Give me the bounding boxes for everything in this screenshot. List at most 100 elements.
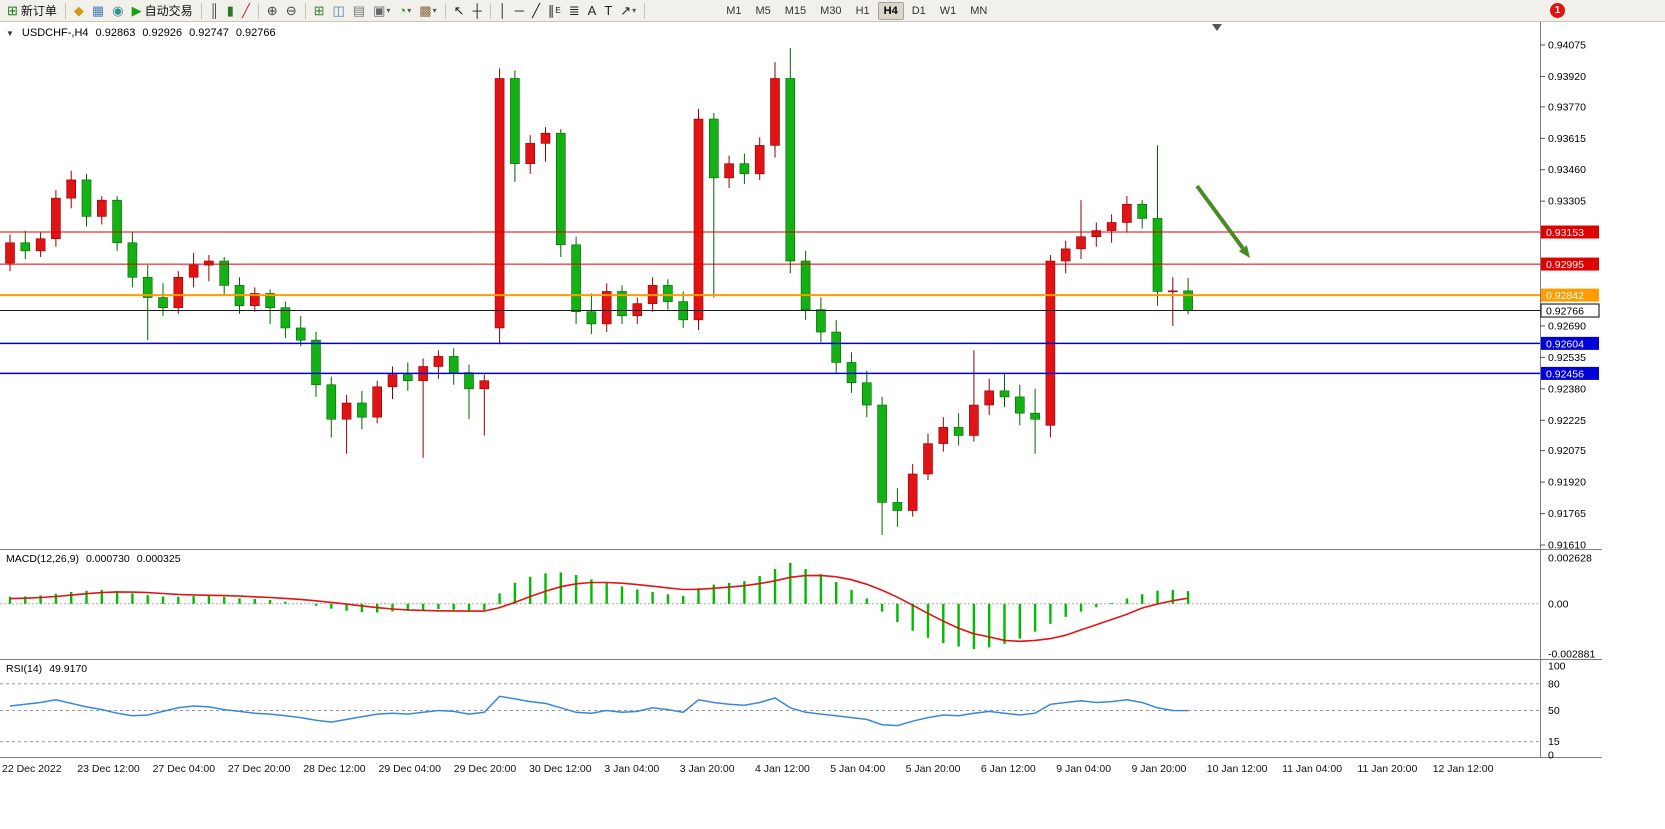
candle-body [1168, 290, 1178, 293]
new-order-button[interactable]: ⊞ 新订单 [4, 2, 60, 20]
vertical-line-icon[interactable]: │ [496, 2, 510, 20]
current-price-line-badge-text: 0.92766 [1546, 306, 1584, 318]
arrows-button-caret-icon: ▾ [632, 6, 637, 15]
crosshair-icon-glyph: ┼ [472, 3, 482, 18]
macd-axis-label: 0.002628 [1548, 553, 1592, 565]
candle-body [1091, 230, 1102, 237]
time-axis-label: 10 Jan 12:00 [1207, 763, 1268, 775]
trendline-icon-glyph: ╱ [532, 3, 540, 18]
price-axis-label: 0.92380 [1548, 383, 1586, 395]
time-axis-label: 23 Dec 12:00 [77, 763, 140, 775]
candle-body [219, 260, 229, 286]
candle-body [846, 362, 857, 384]
macd-axis-label: 0.00 [1548, 598, 1569, 610]
timeframe-h4-button[interactable]: H4 [877, 1, 904, 20]
price-axis-label: 0.93920 [1548, 71, 1586, 83]
time-axis-label: 30 Dec 12:00 [529, 763, 592, 775]
candle-body [464, 372, 474, 390]
trendline-icon[interactable]: ╱ [529, 2, 543, 20]
time-axis-label: 5 Jan 04:00 [830, 763, 885, 775]
equidistant-channel-icon-suffix: E [555, 6, 561, 15]
trend-arrow-head[interactable] [1238, 245, 1250, 258]
candle-body [953, 427, 964, 436]
cascade-windows-icon[interactable]: ▤ [350, 2, 368, 20]
candle-body [433, 356, 444, 367]
timeframe-m1-button[interactable]: M1 [726, 4, 742, 17]
time-axis-label: 28 Dec 12:00 [303, 763, 366, 775]
zoom-in-icon-glyph: ⊕ [266, 3, 278, 18]
profiles-icon[interactable]: ▦ [89, 2, 107, 20]
text-icon[interactable]: A [585, 2, 600, 20]
candle-body [204, 260, 214, 266]
time-axis-label: 3 Jan 20:00 [680, 763, 735, 775]
tile-windows-icon-glyph: ⊞ [313, 3, 325, 18]
high-value: 0.92926 [142, 27, 183, 39]
new-chart-button-icon: ▣ [373, 3, 386, 18]
timeframe-mn-button[interactable]: MN [970, 4, 988, 17]
time-axis-label: 12 Jan 12:00 [1433, 763, 1494, 775]
cursor-icon[interactable]: ↖ [451, 2, 468, 20]
macd-main-value: 0.000730 [85, 553, 130, 565]
chart-canvas[interactable]: 0.94075 0.93920 0.93770 0.93615 0.93460 0.933… [0, 22, 1665, 829]
bars-chart-icon[interactable]: ║ [207, 2, 222, 20]
new-order-button-icon: ⊞ [7, 3, 18, 18]
price-axis-label: 0.92690 [1548, 320, 1586, 332]
periods-button[interactable]: ◔ ▾ [395, 2, 414, 20]
price-axis-label: 0.93615 [1548, 133, 1586, 145]
macd-signal-value: 0.000325 [136, 553, 181, 565]
candles-chart-icon[interactable]: ▮ [224, 2, 237, 20]
text-label-icon[interactable]: T [601, 2, 615, 20]
rsi-axis-label: 100 [1548, 661, 1566, 673]
templates-button[interactable]: ▩ ▾ [416, 2, 439, 20]
macd-signal-line [9, 574, 1189, 643]
time-axis-label: 5 Jan 20:00 [906, 763, 961, 775]
crosshair-icon[interactable]: ┼ [470, 2, 485, 20]
timeframe-m30-button[interactable]: M30 [820, 4, 842, 17]
notification-badge[interactable]: 1 [1550, 3, 1565, 18]
candle-body [770, 78, 780, 146]
candle-body [97, 199, 107, 217]
candle-body [601, 291, 612, 325]
timeframe-m15-button[interactable]: M15 [784, 4, 807, 17]
timeframe-m5-button[interactable]: M5 [755, 4, 771, 17]
trend-arrow-annotation[interactable] [1195, 184, 1245, 250]
arrows-button[interactable]: ↗ ▾ [617, 2, 639, 20]
tile-windows-icon[interactable]: ⊞ [311, 2, 328, 20]
resistance-line-2-badge [1541, 257, 1599, 271]
arrange-windows-icon[interactable]: ◫ [330, 2, 348, 20]
pivot-line-badge [1541, 288, 1599, 302]
candle-body [816, 309, 826, 333]
rsi-axis-label: 15 [1548, 736, 1560, 748]
candle-body [372, 386, 383, 418]
profiles-icon-glyph: ▦ [91, 3, 105, 18]
new-chart-button[interactable]: ▣ ▾ [370, 2, 393, 20]
candle-body [877, 404, 887, 503]
community-icon[interactable]: ◉ [109, 2, 126, 20]
zoom-in-icon[interactable]: ⊕ [264, 2, 281, 20]
horizontal-line-icon[interactable]: ─ [512, 2, 527, 20]
toolbar-separator [64, 2, 66, 19]
collapse-arrow-icon[interactable]: ▼ [6, 28, 14, 38]
periods-button-icon: ◔ [398, 3, 407, 18]
rsi-value: 49.9170 [49, 663, 88, 675]
zoom-out-icon-glyph: ⊖ [285, 3, 297, 18]
timeframe-w1-button[interactable]: W1 [939, 4, 957, 17]
equidistant-channel-icon-glyph: ∥ [547, 3, 555, 18]
time-axis-label: 3 Jan 04:00 [604, 763, 659, 775]
line-chart-icon[interactable]: ╱ [239, 2, 253, 20]
chart-shift-marker[interactable] [1212, 24, 1222, 31]
equidistant-channel-icon[interactable]: ∥ E [545, 2, 564, 20]
candle-body [1014, 396, 1025, 414]
candle-body [311, 339, 321, 386]
candle-body [969, 404, 979, 436]
horizontal-line-icon-glyph: ─ [514, 3, 525, 18]
zoom-out-icon[interactable]: ⊖ [283, 2, 300, 20]
gold-icon[interactable]: ◆ [71, 2, 87, 20]
symbol-period-label: USDCHF-,H4 [21, 27, 89, 39]
vertical-line-icon-glyph: │ [498, 3, 507, 18]
toolbar-separator [200, 2, 202, 19]
autotrading-button[interactable]: ▶ 自动交易 [129, 2, 196, 20]
timeframe-h1-button[interactable]: H1 [855, 4, 870, 17]
fibonacci-icon[interactable]: ≣ [566, 2, 583, 20]
timeframe-d1-button[interactable]: D1 [911, 4, 926, 17]
